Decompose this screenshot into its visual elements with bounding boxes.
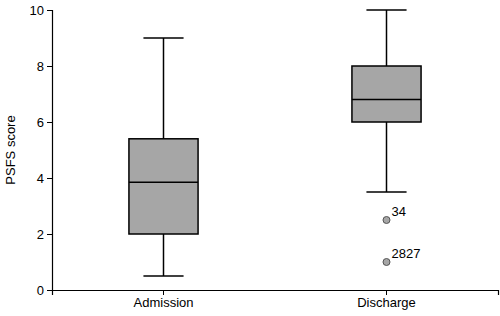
whisker-cap-min <box>366 191 406 193</box>
x-tick: Discharge <box>357 290 416 310</box>
y-axis-title: PSFS score <box>3 115 18 184</box>
y-tick-label: 0 <box>37 283 44 298</box>
y-tick: 10 <box>30 3 52 18</box>
whisker-lower <box>386 122 388 192</box>
plot-marks <box>129 10 421 276</box>
y-tick-mark <box>47 10 52 11</box>
whisker-lower <box>163 234 165 276</box>
y-tick-label: 10 <box>30 3 44 18</box>
y-tick-label: 8 <box>37 59 44 74</box>
chart: 0 2 4 6 8 10 Admission Discharge PSFS score 34 282… <box>0 0 500 316</box>
x-tick-label: Discharge <box>357 295 416 310</box>
y-tick: 2 <box>37 227 52 242</box>
x-axis-line <box>53 291 499 296</box>
y-tick-label: 6 <box>37 115 44 130</box>
median <box>129 181 198 183</box>
y-tick-mark <box>47 122 52 123</box>
x-tick: Admission <box>134 290 194 310</box>
y-tick-mark <box>47 290 52 291</box>
box <box>129 38 198 276</box>
y-axis: 0 2 4 6 8 10 <box>30 3 53 298</box>
outlier-label: 34 <box>392 204 406 219</box>
whisker-cap-max <box>366 9 406 11</box>
outlier <box>383 217 390 224</box>
y-tick-label: 4 <box>37 171 44 186</box>
y-tick: 6 <box>37 115 52 130</box>
y-tick-mark <box>47 66 52 67</box>
x-tick-label: Admission <box>134 295 194 310</box>
box-body <box>352 66 421 122</box>
whisker-cap-min <box>143 275 183 277</box>
outlier-labels: 34 2827 <box>392 204 421 261</box>
median <box>352 99 421 101</box>
x-axis: Admission Discharge <box>53 290 499 310</box>
whisker-cap-max <box>143 37 183 39</box>
y-tick-mark <box>47 178 52 179</box>
y-tick: 8 <box>37 59 52 74</box>
whisker-upper <box>386 10 388 66</box>
box-body <box>129 139 198 234</box>
y-tick-mark <box>47 234 52 235</box>
whisker-upper <box>163 38 165 139</box>
box <box>352 10 421 266</box>
outlier-label: 2827 <box>392 246 421 261</box>
y-axis-line <box>47 11 53 291</box>
outlier <box>383 259 390 266</box>
y-tick-label: 2 <box>37 227 44 242</box>
y-tick: 4 <box>37 171 52 186</box>
y-tick: 0 <box>37 283 52 298</box>
